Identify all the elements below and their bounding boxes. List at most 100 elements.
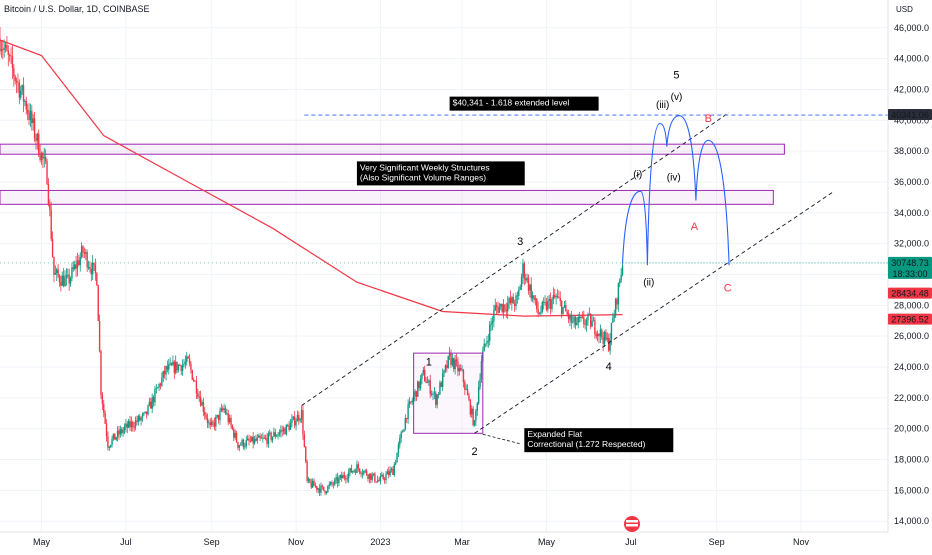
price-tick-label: 22,000.0 xyxy=(894,393,929,403)
candle-body xyxy=(325,491,328,494)
candle-body xyxy=(31,110,33,124)
candle-body xyxy=(328,484,330,487)
candle-body xyxy=(118,430,120,435)
candle-body xyxy=(230,417,232,426)
candle-body xyxy=(455,359,458,362)
candle-body xyxy=(150,401,152,409)
candle-body xyxy=(224,408,227,414)
candle-body xyxy=(291,419,293,424)
projected-wave-path xyxy=(621,115,730,266)
candle-body xyxy=(93,262,95,265)
candle-body xyxy=(74,264,76,269)
candle-body xyxy=(549,299,552,310)
candle-body xyxy=(210,421,213,426)
candle-body xyxy=(302,410,304,435)
candle-body xyxy=(394,462,397,465)
candle-body xyxy=(440,382,443,387)
candle-body xyxy=(296,415,299,422)
candle-body xyxy=(493,310,495,322)
candle-body xyxy=(26,109,29,114)
currency-label: USD xyxy=(896,5,913,14)
candle-body xyxy=(0,38,1,52)
tradingview-logo xyxy=(624,516,640,532)
candle-body xyxy=(573,316,575,322)
candle-body xyxy=(368,473,371,479)
candle-body xyxy=(28,113,30,121)
candle-body xyxy=(587,314,589,320)
candle-body xyxy=(56,269,58,273)
candle-body xyxy=(530,284,532,299)
candle-body xyxy=(238,445,241,448)
candle-body xyxy=(534,298,537,300)
candle-body xyxy=(165,366,167,375)
candle-body xyxy=(599,329,602,337)
candle-body xyxy=(13,68,15,77)
candle-body xyxy=(264,437,267,439)
candle-body xyxy=(213,422,216,427)
candle-body xyxy=(422,369,425,374)
text-box-line: Expanded Flat xyxy=(527,429,582,439)
candle-body xyxy=(347,472,350,479)
time-tick-label: Nov xyxy=(288,537,305,547)
price-tag xyxy=(888,287,932,299)
candle-body xyxy=(358,468,361,473)
candle-body xyxy=(15,80,18,83)
time-axis[interactable]: May Jul Sep Nov 2023 Mar May Jul Sep Nov xyxy=(0,531,888,547)
candle-body xyxy=(271,436,274,440)
candle-body xyxy=(376,480,379,483)
candle-body xyxy=(507,303,509,312)
candle-body xyxy=(282,428,285,432)
candle-body xyxy=(7,50,10,56)
channel-line xyxy=(301,112,730,406)
correction-box xyxy=(413,352,484,434)
candle-body xyxy=(103,404,105,413)
candle-body xyxy=(208,422,210,424)
candle-body xyxy=(397,444,400,453)
candle-body xyxy=(35,138,37,141)
candle-body xyxy=(147,405,149,415)
candle-body xyxy=(90,268,93,275)
candle-body xyxy=(547,300,549,310)
candle-body xyxy=(306,461,308,481)
candle-body xyxy=(205,415,207,419)
candle-body xyxy=(504,304,506,310)
candle-body xyxy=(140,417,142,421)
candle-body xyxy=(269,432,271,434)
price-tick-label: 44,000.0 xyxy=(894,54,929,64)
candle-body xyxy=(608,337,610,351)
candle-body xyxy=(447,355,449,368)
price-axis[interactable]: 14,000.0 16,000.0 18,000.0 20,000.0 22,000.0… xyxy=(887,0,932,532)
candle-body xyxy=(17,82,19,83)
candle-body xyxy=(121,429,123,433)
candle-body xyxy=(58,275,61,283)
candle-body xyxy=(169,363,171,365)
moving-average xyxy=(0,39,623,317)
candle-body xyxy=(38,133,40,156)
candle-body xyxy=(408,401,411,405)
candle-body xyxy=(305,446,307,462)
candle-body xyxy=(613,315,615,319)
candle-body xyxy=(520,276,523,287)
candle-body xyxy=(500,303,502,307)
candle-body xyxy=(559,297,561,302)
candle-body xyxy=(529,284,531,291)
candle-body xyxy=(199,396,202,406)
candle-body xyxy=(592,320,595,322)
candle-body xyxy=(226,413,228,415)
candle-body xyxy=(176,361,178,371)
candle-body xyxy=(577,316,579,323)
price-tag xyxy=(888,256,932,279)
candle-body xyxy=(43,157,45,159)
candle-body xyxy=(361,473,364,475)
candle-body xyxy=(72,267,75,269)
candle-body xyxy=(407,404,409,420)
candle-body xyxy=(519,286,521,290)
candle-body xyxy=(112,433,115,439)
candle-body xyxy=(91,262,94,275)
candle-body xyxy=(157,387,159,389)
candle-body xyxy=(14,76,16,81)
candle-body xyxy=(223,408,225,410)
candle-body xyxy=(295,421,297,426)
candle-body xyxy=(383,478,386,481)
